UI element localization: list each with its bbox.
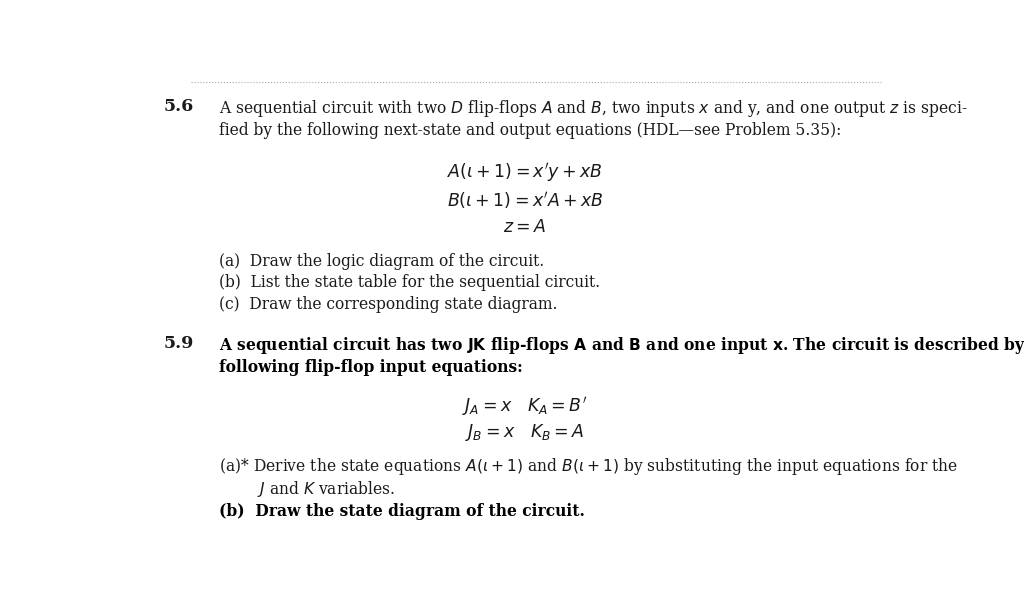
Text: (a)  Draw the logic diagram of the circuit.: (a) Draw the logic diagram of the circui… bbox=[219, 252, 545, 270]
Text: $z = A$: $z = A$ bbox=[503, 219, 547, 236]
Text: (b)  List the state table for the sequential circuit.: (b) List the state table for the sequent… bbox=[219, 274, 600, 291]
Text: $J_B = x \quad K_B = A$: $J_B = x \quad K_B = A$ bbox=[465, 421, 585, 442]
Text: $J_A = x \quad K_A = B'$: $J_A = x \quad K_A = B'$ bbox=[462, 395, 588, 418]
Text: $A(\iota + 1) = x'y + xB$: $A(\iota + 1) = x'y + xB$ bbox=[446, 161, 603, 184]
Text: (b)  Draw the state diagram of the circuit.: (b) Draw the state diagram of the circui… bbox=[219, 504, 585, 520]
Text: $B(\iota + 1) = x'A + xB$: $B(\iota + 1) = x'A + xB$ bbox=[446, 190, 603, 211]
Text: A sequential circuit with two $D$ flip-flops $A$ and $B$, two inputs $x$ and y, : A sequential circuit with two $D$ flip-f… bbox=[219, 97, 968, 118]
Text: fied by the following next-state and output equations (HDL—see Problem 5.35):: fied by the following next-state and out… bbox=[219, 121, 842, 139]
Text: $J$ and $K$ variables.: $J$ and $K$ variables. bbox=[257, 480, 395, 499]
Text: A sequential circuit has two $\mathbf{JK}$ flip-flops $\mathbf{A}$ and $\mathbf{: A sequential circuit has two $\mathbf{JK… bbox=[219, 335, 1024, 356]
Text: (c)  Draw the corresponding state diagram.: (c) Draw the corresponding state diagram… bbox=[219, 296, 558, 313]
Text: 5.9: 5.9 bbox=[164, 335, 195, 352]
Text: 5.6: 5.6 bbox=[164, 97, 194, 115]
Text: (a)* Derive the state equations $A(\iota + 1)$ and $B(\iota + 1)$ by substitutin: (a)* Derive the state equations $A(\iota… bbox=[219, 456, 958, 477]
Text: following flip-flop input equations:: following flip-flop input equations: bbox=[219, 359, 523, 376]
